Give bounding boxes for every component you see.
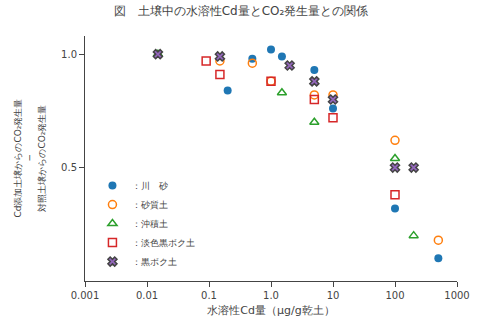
svg-text:：砂質土: ：砂質土: [132, 200, 168, 210]
svg-text:1000: 1000: [444, 290, 469, 301]
svg-text:0.001: 0.001: [71, 290, 100, 301]
svg-text:水溶性Cd量（μg/g乾土）: 水溶性Cd量（μg/g乾土）: [207, 304, 334, 317]
svg-text:0.1: 0.1: [201, 290, 217, 301]
svg-text:0.5: 0.5: [61, 162, 77, 173]
svg-text:1.0: 1.0: [263, 290, 279, 301]
svg-text:1.0: 1.0: [61, 49, 77, 60]
svg-text:：黒ボク土: ：黒ボク土: [132, 257, 177, 267]
svg-text:：川 砂: ：川 砂: [132, 181, 168, 191]
svg-text:Cd添加土壌からのCO₂発生量: Cd添加土壌からのCO₂発生量: [13, 99, 23, 218]
svg-text:：沖積土: ：沖積土: [132, 219, 168, 229]
svg-text:：淡色黒ボク土: ：淡色黒ボク土: [132, 238, 195, 248]
svg-text:図 土壌中の水溶性Cd量とCO₂発生量との関係: 図 土壌中の水溶性Cd量とCO₂発生量との関係: [114, 4, 369, 18]
svg-text:100: 100: [385, 290, 404, 301]
svg-text:─: ─: [25, 155, 35, 162]
svg-text:10: 10: [327, 290, 340, 301]
svg-text:対照土壌からのCO₂発生量: 対照土壌からのCO₂発生量: [37, 105, 47, 212]
svg-text:0.01: 0.01: [136, 290, 158, 301]
